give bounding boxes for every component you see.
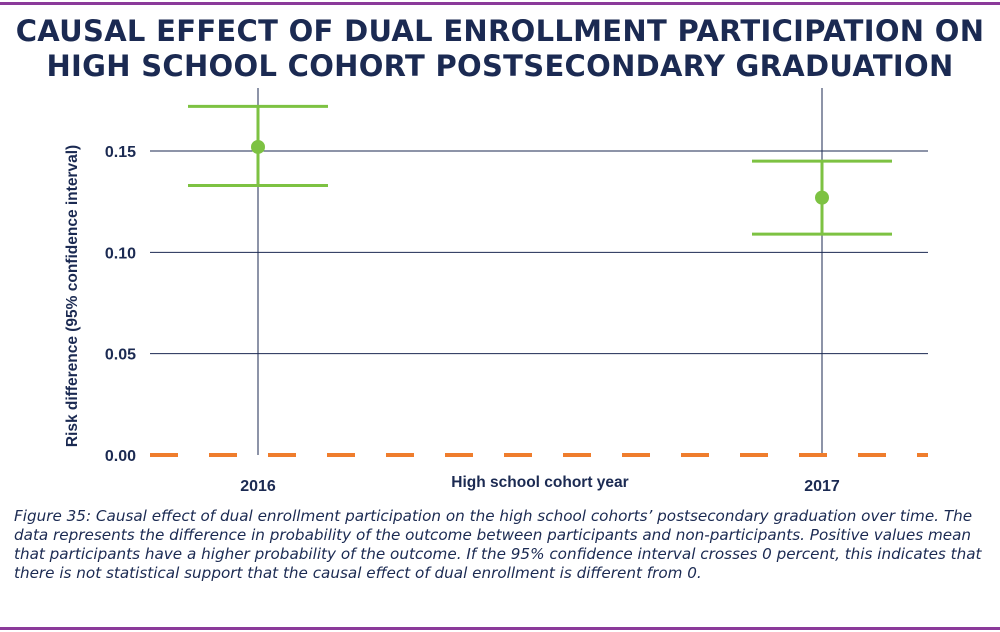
x-tick-label-2017: 2017 (804, 478, 840, 495)
y-tick-label-1: 0.05 (105, 347, 136, 364)
x-axis-title: High school cohort year (451, 474, 628, 491)
label-layer: 0.00 0.05 0.10 0.15 2016 2017 High school coho… (64, 144, 840, 495)
y-tick-label-3: 0.15 (105, 144, 136, 161)
y-tick-label-2: 0.10 (105, 245, 136, 262)
figure-caption: Figure 35: Causal effect of dual enrollm… (14, 507, 982, 582)
series-layer (188, 104, 892, 236)
chart-title-line-2: HIGH SCHOOL COHORT POSTSECONDARY GRADUAT… (46, 49, 954, 83)
chart-title-line-1: CAUSAL EFFECT OF DUAL ENROLLMENT PARTICI… (15, 14, 985, 48)
top-rule (0, 2, 1000, 5)
bottom-rule (0, 627, 1000, 630)
chart-area: 0.00 0.05 0.10 0.15 2016 2017 High school coho… (64, 88, 928, 495)
chart-title: CAUSAL EFFECT OF DUAL ENROLLMENT PARTICI… (0, 14, 1000, 84)
y-axis-title: Risk difference (95% confidence interval… (64, 145, 81, 447)
data-point-2017 (815, 190, 829, 205)
x-tick-label-2016: 2016 (240, 478, 276, 495)
grid-layer (150, 88, 928, 455)
y-tick-label-0: 0.00 (105, 448, 136, 465)
data-point-2016 (251, 139, 265, 154)
